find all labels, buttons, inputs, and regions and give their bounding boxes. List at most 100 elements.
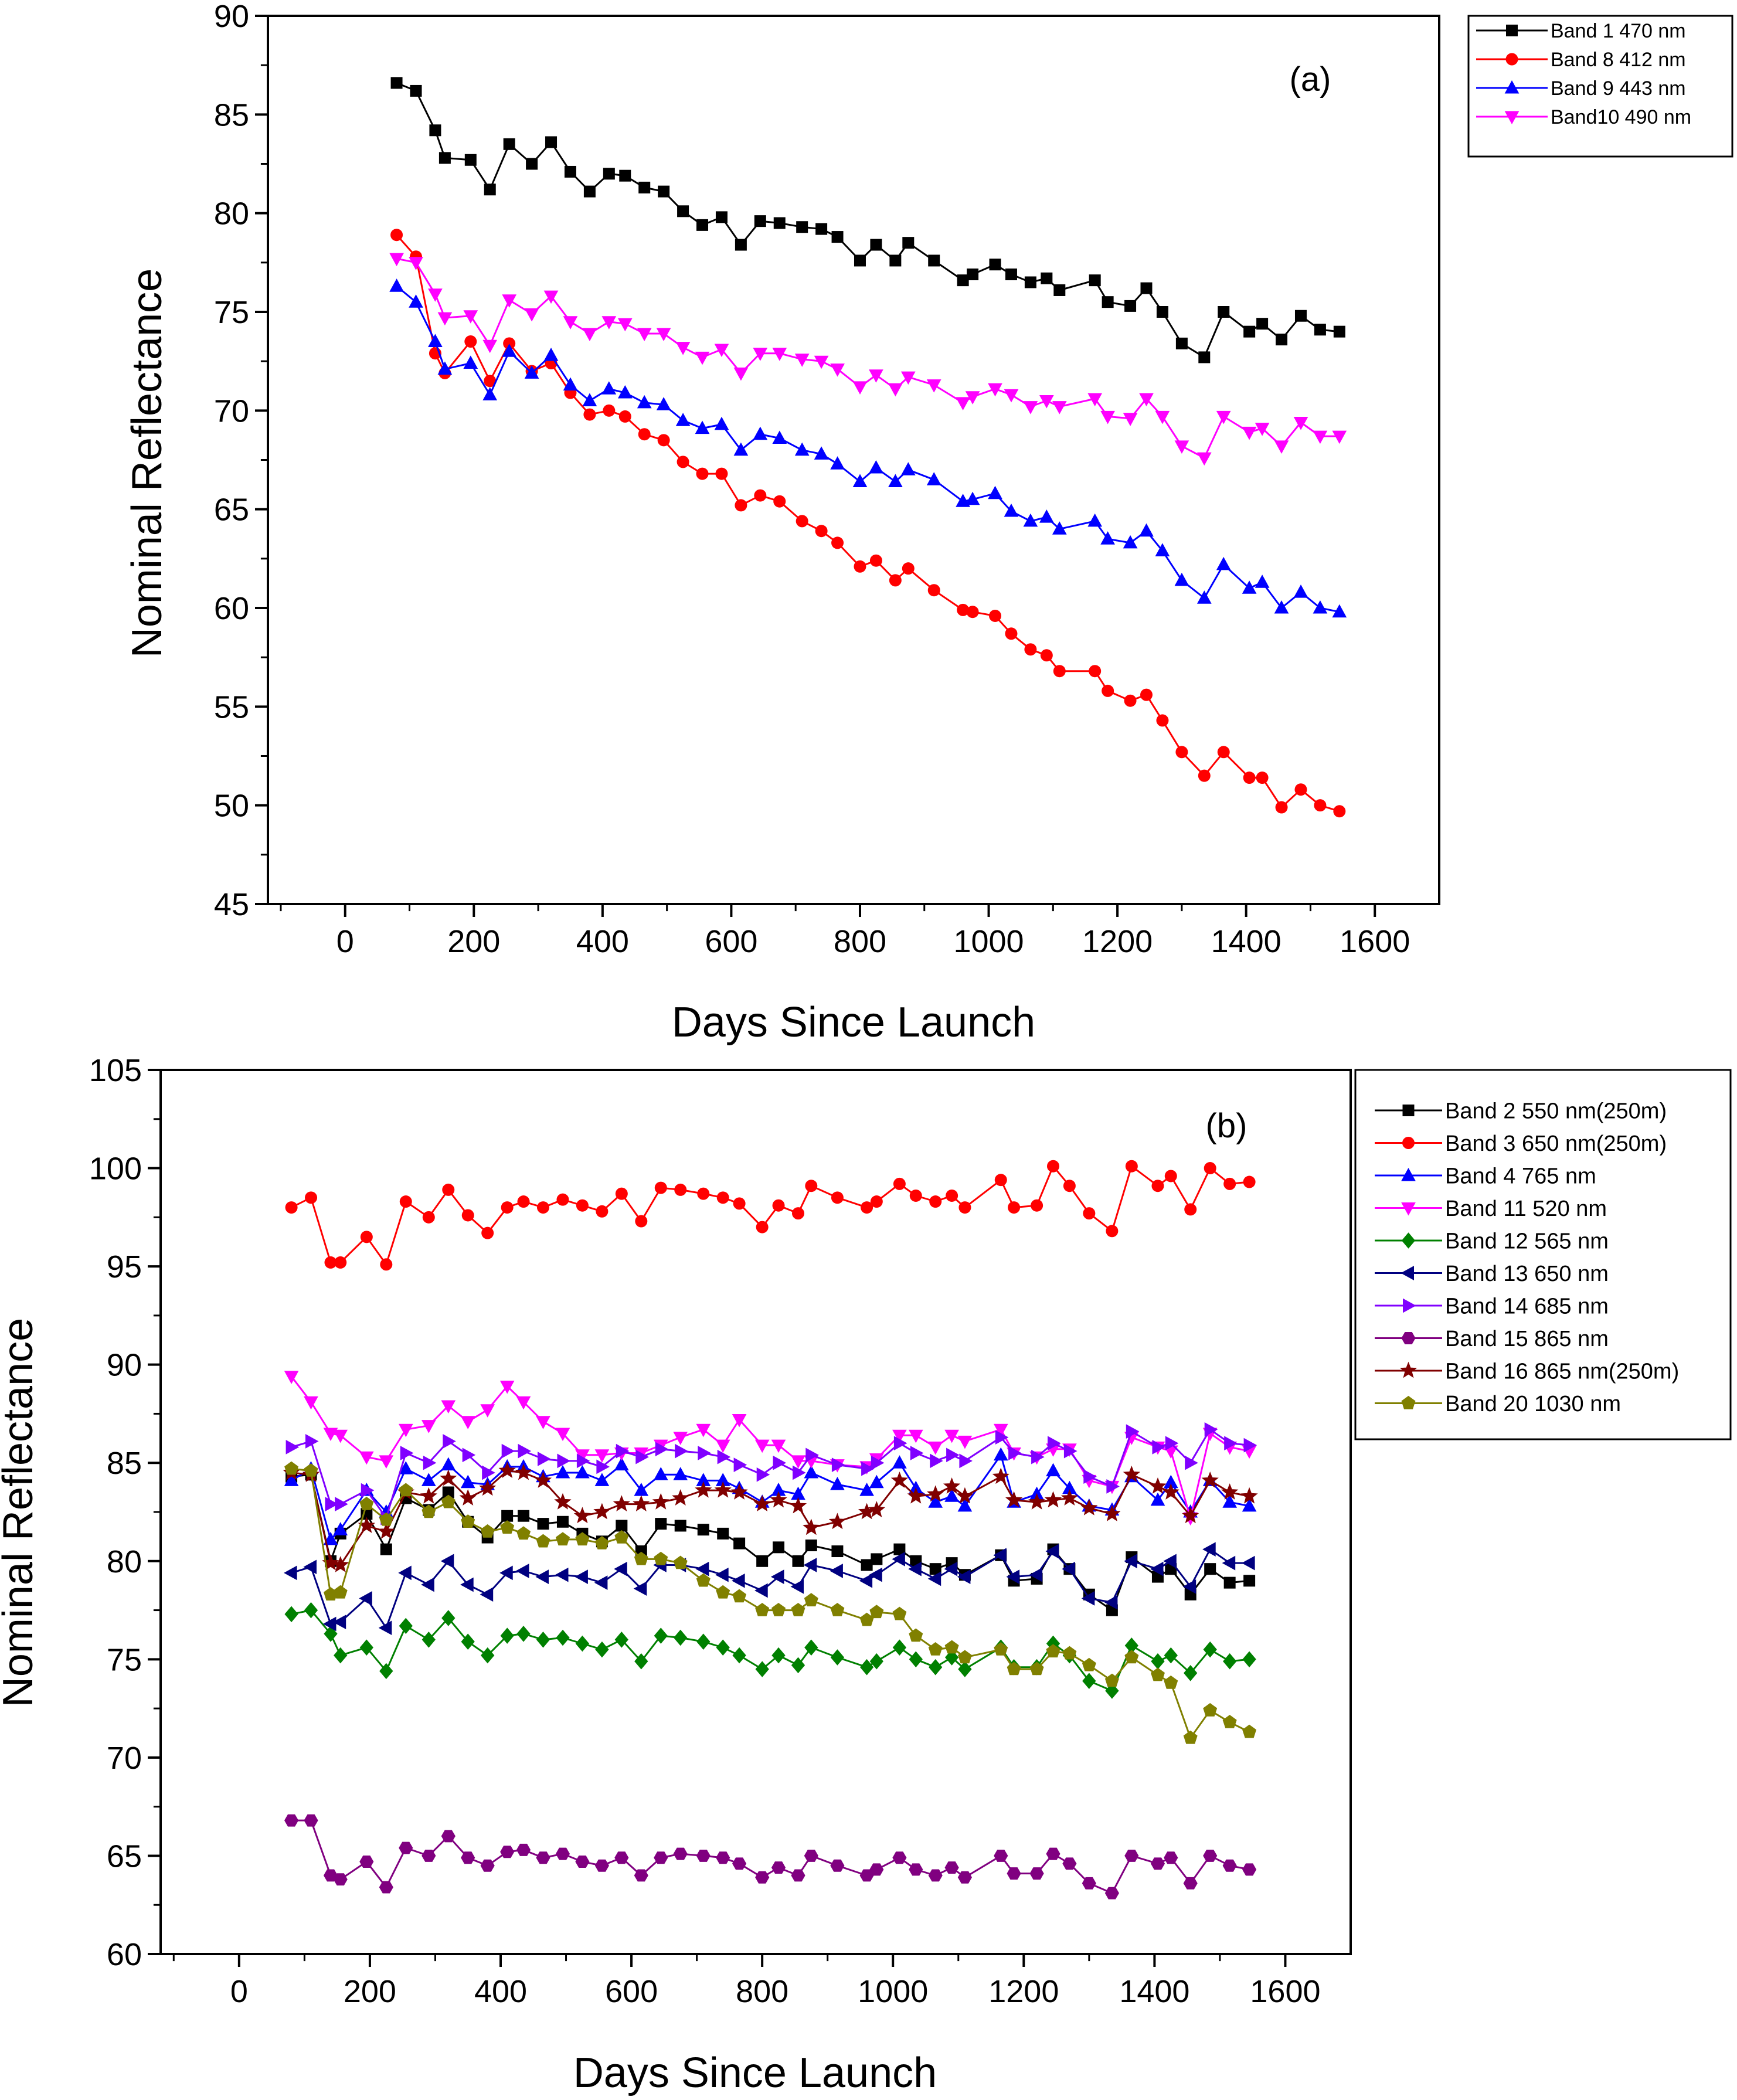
data-point bbox=[892, 1851, 907, 1864]
data-point bbox=[993, 1423, 1008, 1438]
legend-marker bbox=[1401, 1395, 1416, 1409]
data-point bbox=[333, 1585, 348, 1599]
legend-marker bbox=[1504, 111, 1520, 125]
data-point bbox=[957, 1435, 973, 1449]
data-point bbox=[714, 344, 729, 358]
data-point bbox=[284, 1473, 299, 1486]
data-point bbox=[1293, 585, 1308, 598]
data-point bbox=[1087, 513, 1103, 527]
data-point bbox=[944, 1861, 959, 1874]
data-point bbox=[697, 1187, 710, 1200]
data-point bbox=[892, 1455, 907, 1469]
series-band-16-865-nm-250m bbox=[283, 1462, 1258, 1572]
data-point bbox=[563, 316, 578, 329]
data-point bbox=[332, 1556, 349, 1572]
data-point bbox=[517, 1195, 530, 1208]
legend-item-band-14-685-nm: Band 14 685 nm bbox=[1375, 1294, 1609, 1319]
data-point bbox=[1314, 799, 1327, 812]
data-point bbox=[677, 205, 689, 218]
x-tick-label: 1600 bbox=[1340, 924, 1410, 959]
data-point bbox=[926, 472, 941, 485]
data-point bbox=[501, 1443, 515, 1459]
data-point bbox=[619, 169, 631, 182]
data-point bbox=[359, 1639, 373, 1656]
data-point bbox=[756, 1555, 769, 1567]
data-point bbox=[635, 1215, 648, 1228]
data-point bbox=[1023, 401, 1038, 414]
data-point bbox=[284, 1814, 299, 1827]
data-point bbox=[502, 294, 517, 308]
data-point bbox=[398, 1461, 413, 1474]
data-point bbox=[1218, 306, 1230, 318]
legend-a: Band 1 470 nm Band 8 412 nm Band 9 443 nm B… bbox=[1467, 15, 1733, 158]
data-point bbox=[304, 1396, 318, 1410]
data-point bbox=[1202, 1542, 1216, 1557]
data-point bbox=[379, 1455, 394, 1469]
data-point bbox=[1183, 1730, 1198, 1744]
data-point bbox=[715, 467, 728, 480]
data-point bbox=[772, 348, 787, 361]
legend-marker bbox=[1403, 1298, 1416, 1313]
data-point bbox=[1203, 1850, 1218, 1862]
data-point bbox=[869, 369, 883, 383]
data-point bbox=[1024, 643, 1037, 656]
data-point bbox=[717, 1449, 731, 1464]
data-point bbox=[697, 1524, 709, 1536]
data-point bbox=[1008, 1446, 1022, 1460]
data-point bbox=[1198, 769, 1211, 782]
series-band-15-865-nm bbox=[284, 1814, 1257, 1899]
data-point bbox=[1031, 1199, 1043, 1212]
data-point bbox=[673, 1467, 688, 1480]
data-point bbox=[909, 1189, 922, 1202]
data-point bbox=[1243, 772, 1256, 784]
data-point bbox=[500, 1627, 514, 1644]
x-tick-label: 1200 bbox=[988, 1974, 1059, 2009]
data-point bbox=[890, 1472, 909, 1488]
data-point bbox=[536, 1632, 550, 1648]
data-point bbox=[324, 1256, 337, 1269]
data-point bbox=[732, 1647, 746, 1664]
data-point bbox=[892, 1606, 907, 1620]
legend-marker bbox=[1401, 1167, 1416, 1181]
data-point bbox=[1274, 600, 1289, 614]
data-point bbox=[1102, 684, 1114, 697]
data-point bbox=[1223, 1177, 1236, 1190]
data-point bbox=[1005, 1491, 1023, 1508]
data-point bbox=[654, 1551, 668, 1565]
data-point bbox=[1008, 1201, 1021, 1214]
data-point bbox=[378, 1523, 395, 1539]
data-point bbox=[928, 1642, 943, 1656]
data-point bbox=[1184, 1203, 1197, 1216]
data-point bbox=[755, 1871, 770, 1884]
data-point bbox=[481, 1647, 495, 1664]
data-point bbox=[1332, 604, 1347, 618]
data-point bbox=[928, 254, 940, 267]
data-point bbox=[900, 371, 916, 385]
data-point bbox=[1104, 1595, 1118, 1610]
data-point bbox=[928, 1494, 943, 1508]
data-point bbox=[944, 1640, 959, 1654]
data-point bbox=[500, 1846, 515, 1858]
data-point bbox=[803, 1558, 817, 1572]
data-point bbox=[555, 1567, 569, 1582]
data-point bbox=[1046, 1463, 1060, 1477]
data-point bbox=[333, 1873, 348, 1886]
data-point bbox=[1164, 1647, 1178, 1664]
data-point bbox=[771, 1647, 786, 1664]
axis-ticks-b: 0 200 400 600 800 1000 1200 1400 1600 60 65 70 75 80 8… bbox=[89, 1053, 1321, 2009]
legend-label: Band 16 865 nm(250m) bbox=[1445, 1360, 1679, 1384]
data-point bbox=[988, 383, 1002, 397]
data-point bbox=[716, 1639, 730, 1656]
data-point bbox=[1256, 772, 1269, 784]
data-point bbox=[304, 1602, 318, 1619]
data-point bbox=[830, 456, 845, 470]
data-point bbox=[1082, 1877, 1096, 1890]
data-point bbox=[464, 154, 477, 166]
data-point bbox=[893, 1177, 906, 1190]
data-point bbox=[461, 1514, 475, 1528]
data-point bbox=[716, 1191, 729, 1204]
data-point bbox=[859, 1659, 874, 1676]
data-point bbox=[400, 1446, 414, 1460]
data-point bbox=[674, 1629, 688, 1646]
